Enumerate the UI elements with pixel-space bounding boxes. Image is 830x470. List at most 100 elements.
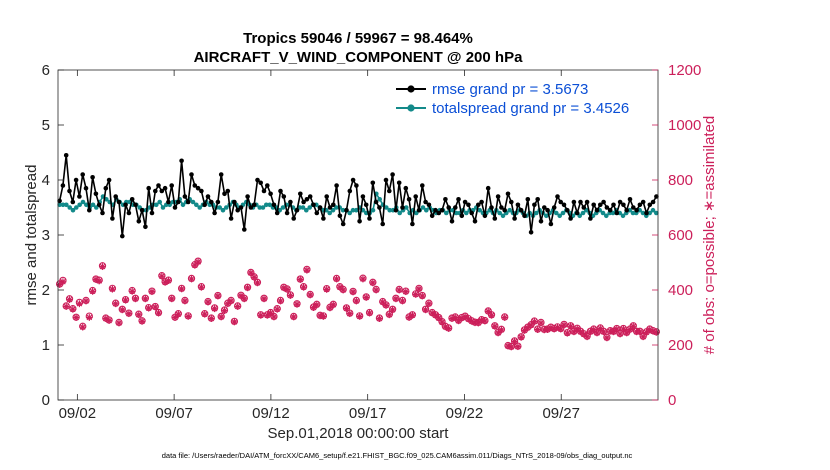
series-rmse-point <box>601 199 606 205</box>
series-spread-point <box>384 205 389 210</box>
series-spread-point <box>560 210 566 216</box>
series-rmse-point <box>153 188 158 194</box>
obs-assimilated-marker <box>593 329 601 337</box>
series-spread-point <box>350 207 356 213</box>
series-rmse-point <box>555 194 560 199</box>
series-rmse-point <box>532 202 537 208</box>
obs-assimilated-marker <box>79 323 87 331</box>
series-rmse-point <box>354 183 359 188</box>
obs-assimilated-marker <box>250 273 258 281</box>
series-spread-point <box>444 210 449 216</box>
series-rmse-point <box>143 224 148 230</box>
plot-area <box>58 70 658 400</box>
series-rmse-point <box>311 202 316 208</box>
series-rmse-point <box>324 194 330 199</box>
series-spread-point <box>217 205 222 210</box>
series-rmse-point <box>509 199 514 205</box>
series-rmse-point <box>617 199 623 205</box>
series-rmse-point <box>492 216 498 221</box>
obs-assimilated-marker <box>165 277 172 285</box>
series-rmse-point <box>373 199 379 205</box>
legend-spread-marker <box>407 104 415 112</box>
series-rmse-point <box>298 191 303 197</box>
series-rmse-point <box>205 194 211 199</box>
obs-assimilated-marker <box>356 312 364 320</box>
series-rmse-point <box>479 199 484 205</box>
series-rmse-point <box>363 202 369 208</box>
series-spread-point <box>404 205 409 210</box>
obs-assimilated-marker <box>339 286 347 294</box>
series-spread-point <box>224 205 229 210</box>
obs-assimilated-marker <box>600 328 608 336</box>
series-rmse-point <box>571 199 577 205</box>
series-spread-point <box>554 210 559 216</box>
series-spread-point <box>477 207 483 213</box>
series-rmse-point <box>179 158 184 164</box>
obs-assimilated-marker <box>603 334 611 342</box>
obs-assimilated-marker <box>527 321 535 329</box>
series-spread-point <box>534 210 539 216</box>
series-spread-point <box>620 213 626 219</box>
obs-assimilated-marker <box>382 301 390 309</box>
series-rmse-point <box>538 219 544 224</box>
obs-assimilated-marker <box>557 325 565 333</box>
obs-assimilated-marker <box>99 263 106 271</box>
x-tick-label: 09/12 <box>252 405 290 422</box>
series-rmse-point <box>558 199 563 205</box>
series-rmse-point <box>90 175 95 180</box>
series-rmse-point <box>383 177 389 183</box>
series-rmse-point <box>245 194 250 199</box>
series-spread-point <box>340 207 346 213</box>
obs-assimilated-marker <box>323 286 331 293</box>
series-spread-point <box>60 202 66 208</box>
series-rmse-point <box>321 216 326 221</box>
series-rmse-point <box>502 207 508 213</box>
obs-assimilated-marker <box>260 295 268 303</box>
series-rmse-point <box>627 197 633 202</box>
series-rmse-point <box>225 188 231 194</box>
series-rmse-point <box>176 199 181 205</box>
series-rmse-point <box>146 185 151 191</box>
series-rmse-point <box>614 210 620 216</box>
series-rmse-point <box>73 177 79 183</box>
obs-assimilated-marker <box>488 311 495 319</box>
series-rmse-point <box>327 205 333 210</box>
series-rmse-point <box>453 205 458 210</box>
series-spread-point <box>370 207 376 213</box>
series-spread-point <box>377 197 383 202</box>
series-spread-point <box>160 205 166 210</box>
series-spread-point <box>604 213 609 219</box>
series-rmse-point <box>169 183 174 188</box>
series-rmse-point <box>304 197 310 202</box>
obs-assimilated-marker <box>293 300 301 308</box>
series-spread-point <box>454 210 459 216</box>
series-rmse-point <box>70 199 76 205</box>
series-spread-point <box>194 202 199 208</box>
obs-assimilated-marker <box>560 321 568 329</box>
series-rmse-point <box>495 194 501 199</box>
obs-assimilated-marker <box>530 318 538 326</box>
obs-assimilated-marker <box>346 310 354 318</box>
series-rmse-point <box>189 172 194 177</box>
series-rmse-point <box>195 185 201 191</box>
series-rmse-point <box>443 197 448 202</box>
obs-assimilated-marker <box>105 317 113 324</box>
obs-assimilated-marker <box>230 318 238 326</box>
series-rmse-point <box>202 202 207 208</box>
series-rmse-point <box>469 210 475 216</box>
series-rmse-point <box>396 180 402 186</box>
obs-assimilated-marker <box>303 266 311 274</box>
series-spread-point <box>424 207 429 213</box>
series-spread-point <box>334 205 339 210</box>
obs-assimilated-marker <box>300 283 308 291</box>
y-axis-left-label: rmse and totalspread <box>23 165 40 306</box>
series-rmse-point <box>222 191 227 197</box>
y-axis-right-label: # of obs: o=possible; ∗=assimilated <box>701 116 718 355</box>
obs-assimilated-marker <box>296 276 304 283</box>
obs-assimilated-marker <box>270 313 278 321</box>
series-spread-point <box>557 213 562 219</box>
obs-assimilated-marker <box>184 312 192 320</box>
obs-assimilated-marker <box>567 322 575 330</box>
x-axis: 09/02 09/07 09/12 09/17 09/22 09/27 <box>59 70 580 422</box>
